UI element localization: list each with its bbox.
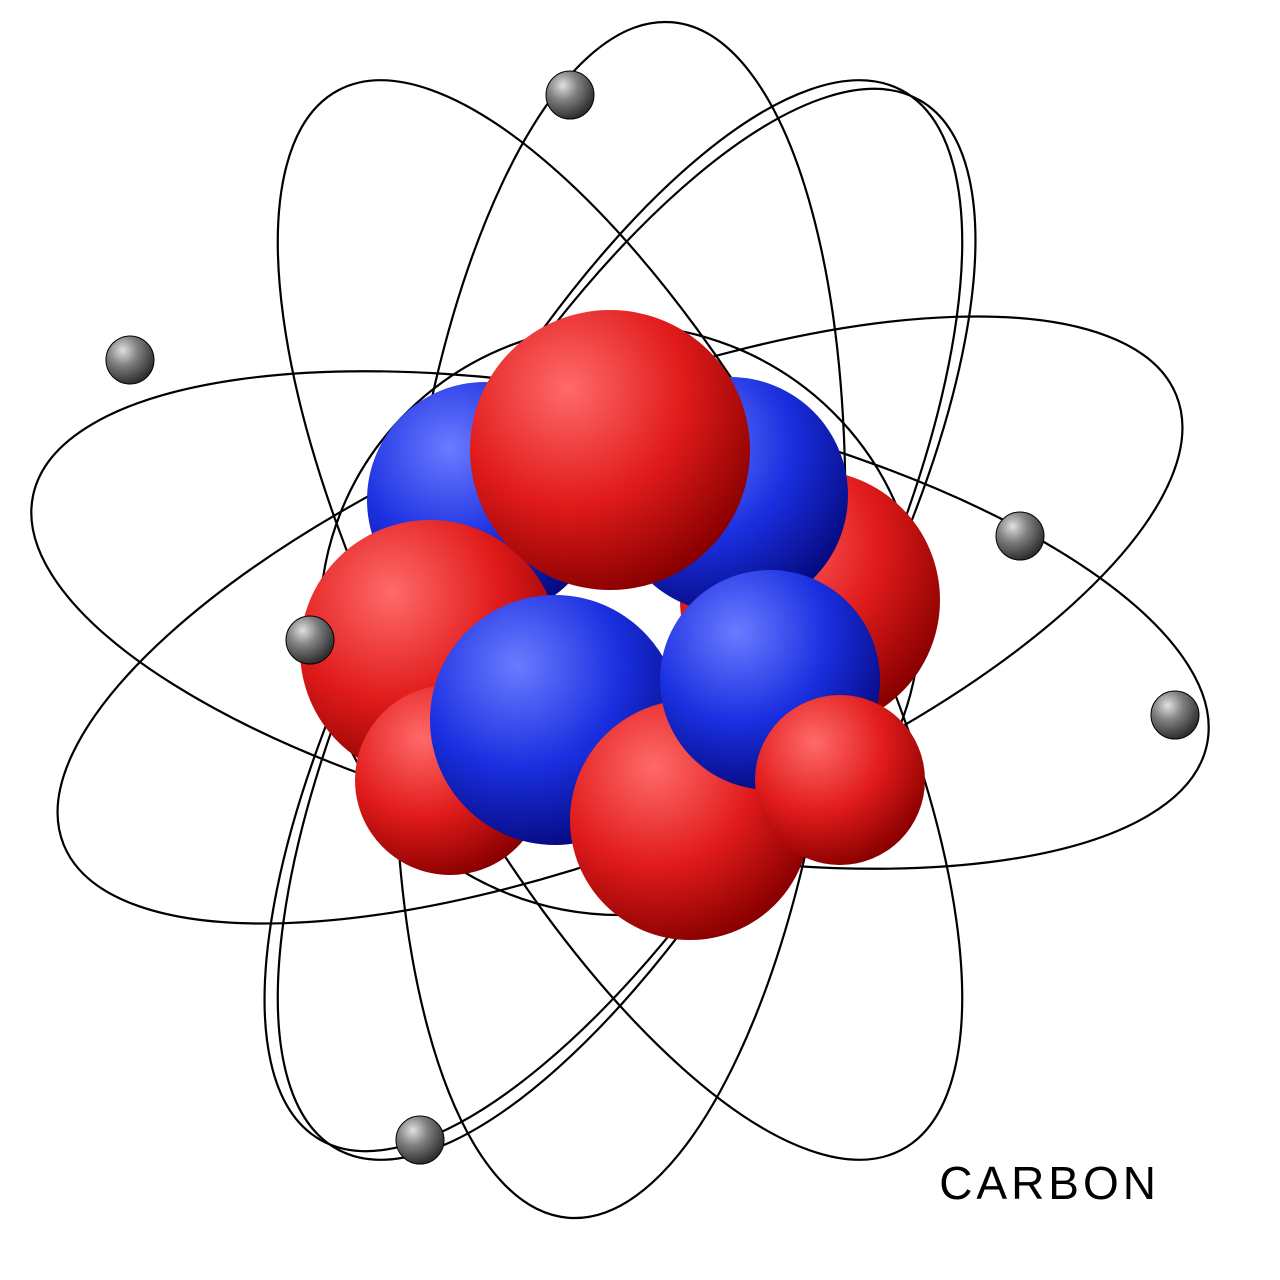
atom-svg bbox=[0, 0, 1280, 1280]
electron-layer bbox=[106, 71, 1199, 1164]
electron-sphere bbox=[546, 71, 594, 119]
electron-sphere bbox=[1151, 691, 1199, 739]
atom-diagram: CARBON bbox=[0, 0, 1280, 1280]
electron-sphere bbox=[106, 336, 154, 384]
electron-sphere bbox=[286, 616, 334, 664]
electron-sphere bbox=[996, 512, 1044, 560]
proton-sphere bbox=[755, 695, 925, 865]
electron-sphere bbox=[396, 1116, 444, 1164]
nucleus-layer bbox=[300, 310, 940, 940]
proton-sphere bbox=[470, 310, 750, 590]
element-name-label: CARBON bbox=[939, 1156, 1160, 1210]
